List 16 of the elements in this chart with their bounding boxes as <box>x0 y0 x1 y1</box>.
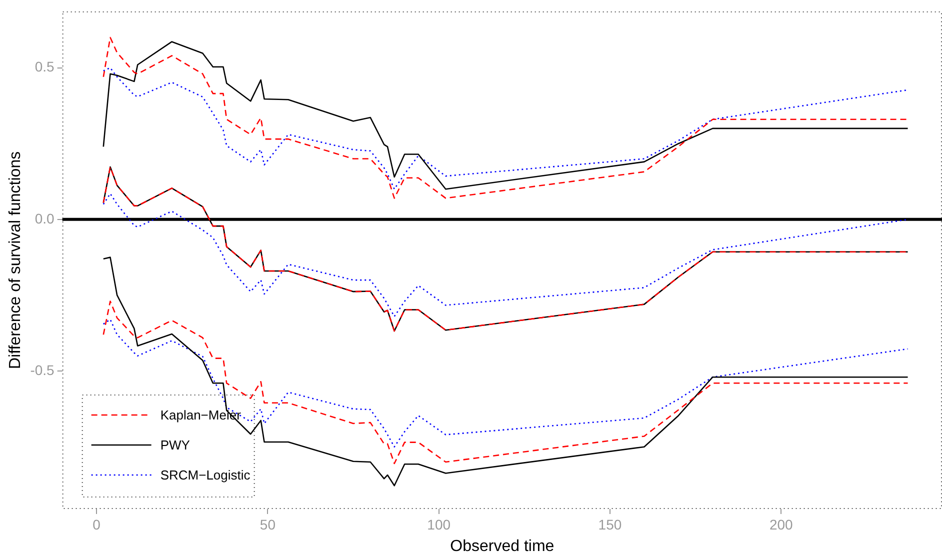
y-tick-label: -0.5 <box>30 362 55 378</box>
legend-label: PWY <box>160 438 190 453</box>
x-tick-label: 150 <box>598 516 622 532</box>
y-tick-label: 0.5 <box>34 58 55 75</box>
line-series <box>102 300 908 464</box>
legend-label: SRCM−Logistic <box>160 468 251 483</box>
x-axis-title: Observed time <box>450 538 554 555</box>
line-series <box>102 192 908 318</box>
line-series <box>102 67 908 190</box>
y-tick-label: 0.0 <box>34 210 55 226</box>
x-tick-label: 50 <box>260 516 276 532</box>
x-tick-label: 100 <box>427 516 451 532</box>
x-tick-label: 0 <box>92 516 101 532</box>
line-series <box>102 318 908 448</box>
x-tick-label: 200 <box>769 516 794 532</box>
y-axis-title: Difference of survival functions <box>7 151 24 369</box>
